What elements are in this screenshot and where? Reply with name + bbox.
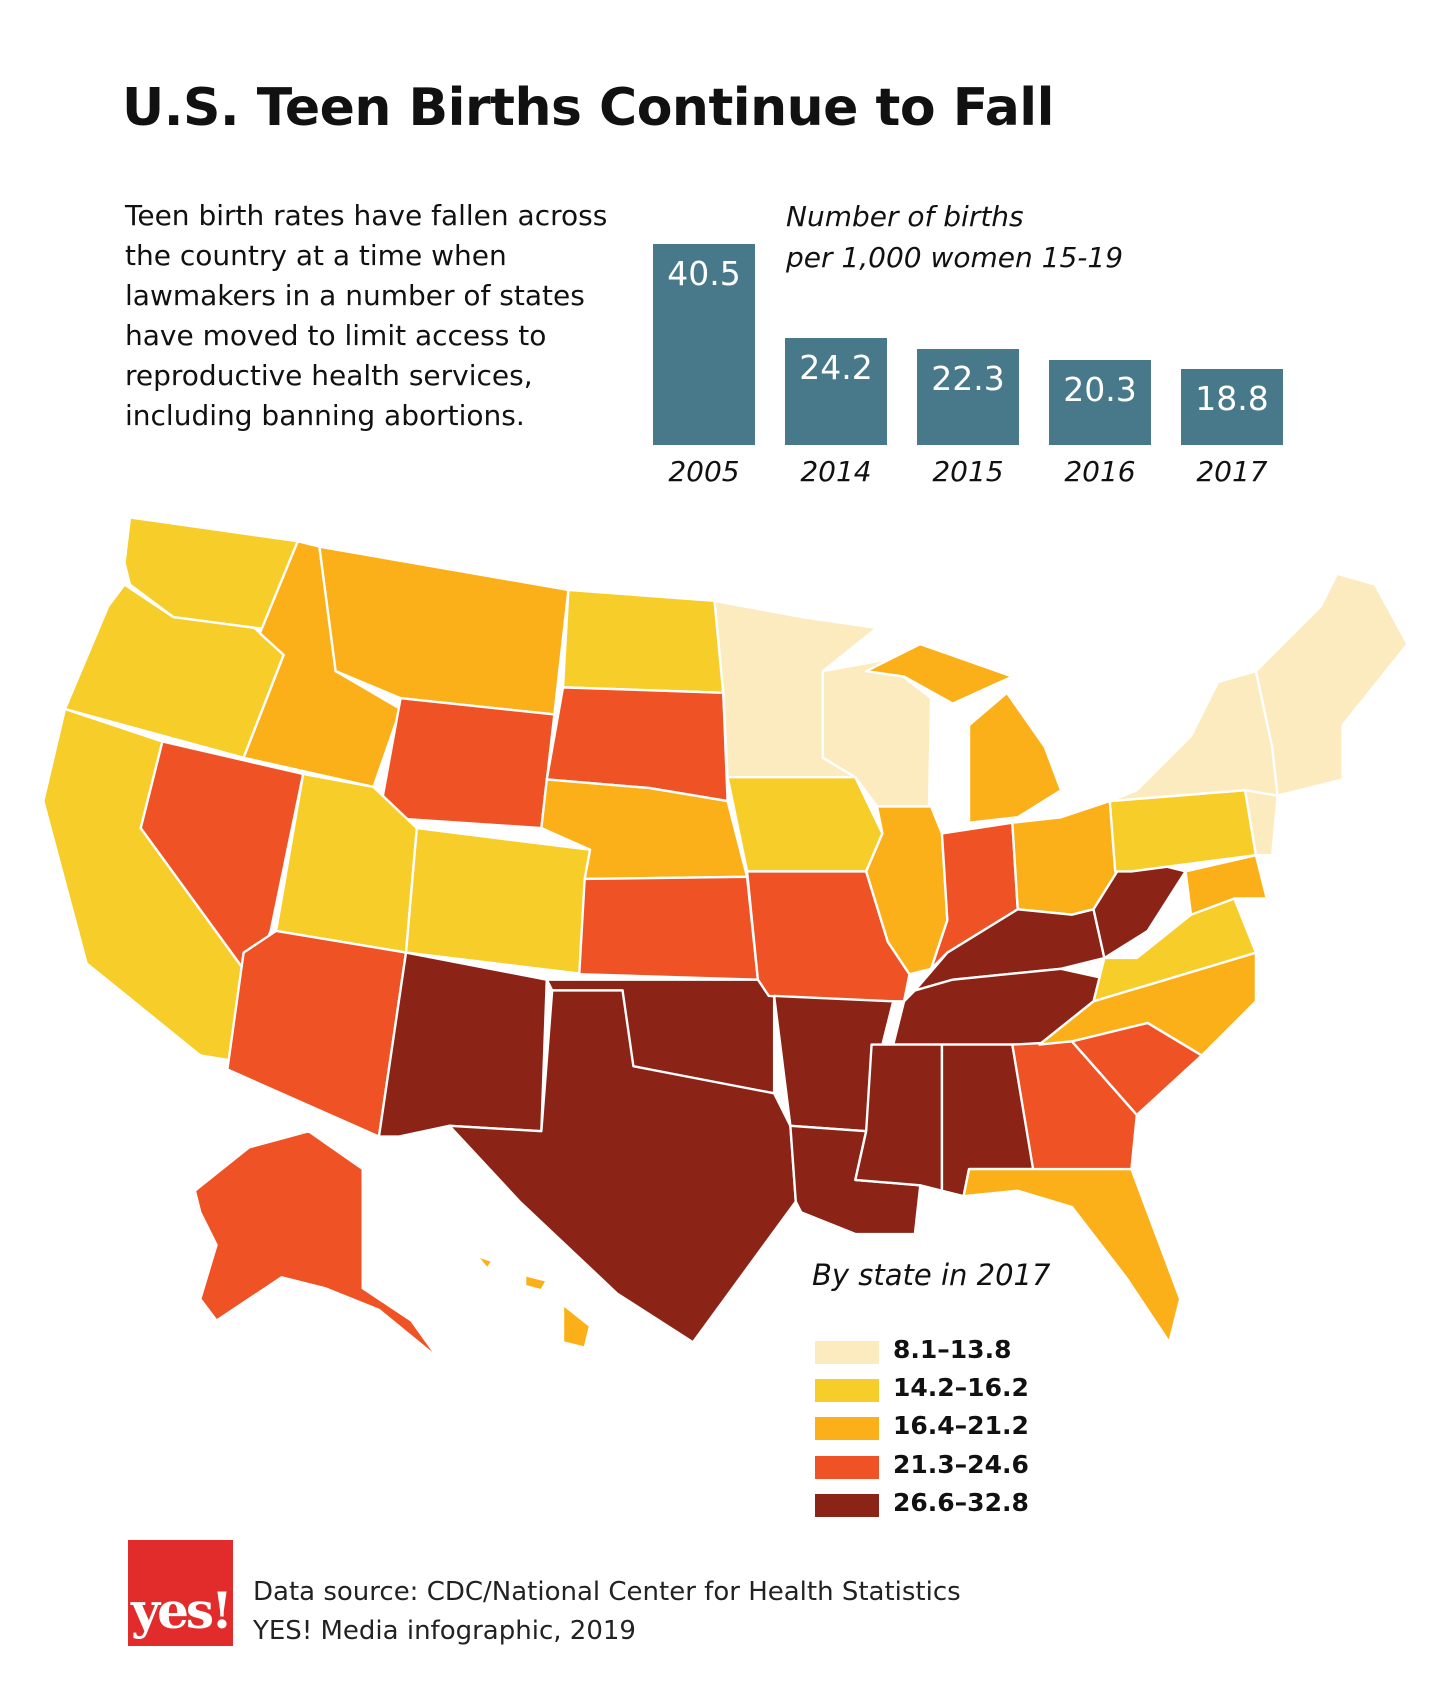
bar-value-label: 24.2 (799, 347, 873, 387)
intro-text: Teen birth rates have fallen across the … (125, 199, 608, 432)
state-mi (967, 691, 1063, 824)
legend-label: 21.3–24.6 (893, 1450, 1029, 1479)
state-nd (561, 588, 725, 694)
bar-value-label: 18.8 (1195, 379, 1269, 418)
year-label: 2005 (668, 455, 740, 488)
state-nm (377, 951, 548, 1138)
state-mi-up (864, 642, 1014, 705)
legend-label: 8.1–13.8 (893, 1335, 1012, 1364)
bar-chart-caption: Number of births per 1,000 women 15-19 (786, 196, 1123, 278)
state-ak (193, 1130, 440, 1360)
state-az (226, 929, 408, 1138)
year-label: 2015 (932, 455, 1004, 488)
bar-2017: 18.8 (1181, 369, 1283, 445)
legend-label: 26.6–32.8 (893, 1488, 1029, 1517)
state-hi-maui (523, 1273, 548, 1292)
bar-value-label: 40.5 (667, 254, 741, 294)
page-title: U.S. Teen Births Continue to Fall (122, 78, 1054, 138)
yes-logo: yes! (128, 1540, 233, 1646)
bar-2014: 24.2 (785, 337, 887, 445)
bar-2016: 20.3 (1049, 360, 1151, 445)
caption-line-1: Number of births (786, 200, 1024, 233)
state-tx (448, 989, 797, 1344)
bar-value-label: 22.3 (931, 358, 1005, 398)
legend-label: 14.2–16.2 (893, 1373, 1029, 1402)
legend-title: By state in 2017 (812, 1258, 1051, 1292)
year-label: 2017 (1196, 455, 1268, 488)
state-ks (578, 875, 760, 981)
legend-swatch (815, 1456, 879, 1479)
state-ia (726, 776, 884, 873)
state-hi-big (561, 1303, 592, 1349)
state-hi-oahu (475, 1254, 494, 1270)
state-md-de (1184, 853, 1268, 916)
state-nj (1243, 789, 1279, 857)
bar-2015: 22.3 (917, 348, 1019, 445)
year-label: 2016 (1064, 455, 1136, 488)
state-co (404, 826, 592, 976)
state-wy (377, 697, 556, 830)
bar-2005: 40.5 (653, 244, 755, 445)
state-fl (962, 1167, 1182, 1344)
legend-swatch (815, 1417, 879, 1440)
state-new-england (1254, 572, 1409, 797)
year-label: 2014 (800, 455, 872, 488)
logo-text: yes! (131, 1581, 233, 1640)
bar-value-label: 20.3 (1063, 370, 1137, 410)
credit: YES! Media infographic, 2019 (253, 1616, 636, 1646)
legend-swatch (815, 1341, 879, 1364)
data-source: Data source: CDC/National Center for Hea… (253, 1577, 961, 1607)
caption-line-2: per 1,000 women 15-19 (786, 241, 1124, 274)
legend-swatch (815, 1494, 879, 1517)
legend-swatch (815, 1379, 879, 1402)
legend-label: 16.4–21.2 (893, 1411, 1029, 1440)
state-il (864, 805, 949, 976)
